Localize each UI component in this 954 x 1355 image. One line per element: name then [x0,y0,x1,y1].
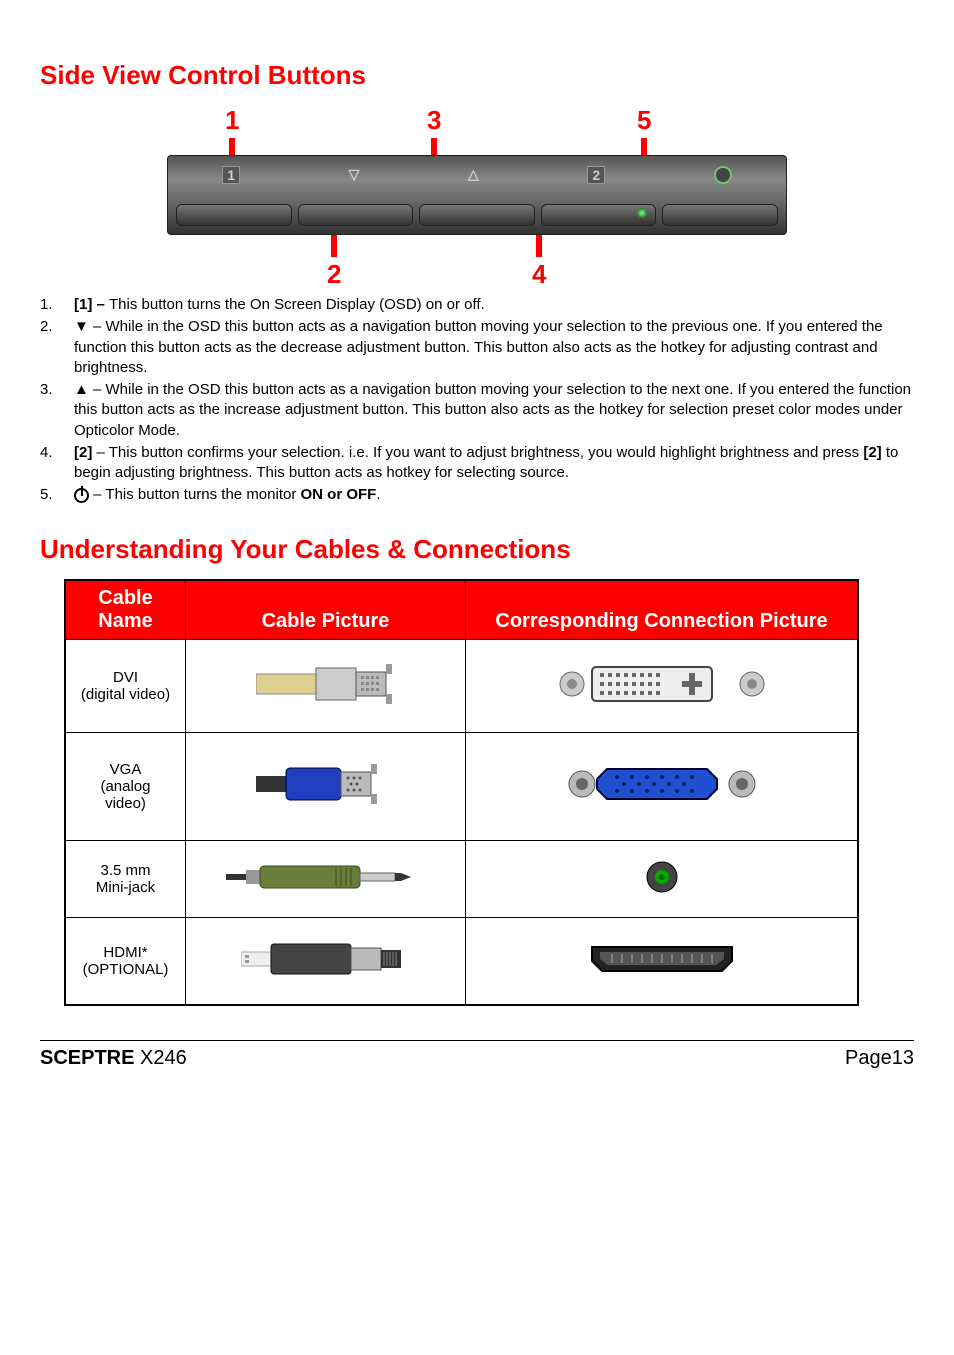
callout-1: 1 [225,105,239,160]
cell-pic-dvi-port [466,639,858,732]
list-bold: [2] [74,444,92,461]
panel-btn-up-label: △ [468,166,479,184]
minijack-cable-icon [226,860,426,894]
footer-brand: SCEPTRE [40,1047,134,1069]
power-icon [74,488,89,503]
list-item: 4. [2] – This button confirms your selec… [40,443,914,484]
vga-cable-icon [256,756,396,812]
cell-pic-vga-cable [186,732,466,840]
list-text: – While in the OSD this button acts as a… [74,381,911,439]
list-item: 5. – This button turns the monitor ON or… [40,485,914,505]
table-row: HDMI* (OPTIONAL) [66,917,858,1004]
minijack-port-icon [642,857,682,897]
panel-button [662,204,778,226]
th-connection-picture: Corresponding Connection Picture [466,580,858,639]
cell-pic-hdmi-cable [186,917,466,1004]
dvi-port-icon [552,661,772,707]
callout-4-num: 4 [532,259,546,289]
list-bold: ▲ [74,381,93,398]
list-bold: ON or OFF [301,486,377,503]
cable-table: Cable Name Cable Picture Corresponding C… [64,579,859,1006]
cell-name-hdmi: HDMI* (OPTIONAL) [66,917,186,1004]
footer-model: X246 [134,1047,186,1069]
list-num: 3. [40,380,74,441]
panel-button [176,204,292,226]
list-num: 2. [40,317,74,378]
list-num: 4. [40,443,74,484]
table-row: DVI (digital video) [66,639,858,732]
section-1-heading: Side View Control Buttons [40,60,914,91]
list-text: – This button confirms your selection. i… [92,444,863,461]
cell-pic-dvi-cable [186,639,466,732]
control-panel-diagram: 1 3 5 1 ▽ △ 2 2 4 [167,105,787,285]
cell-name-jack: 3.5 mm Mini-jack [66,840,186,917]
footer-page: Page13 [845,1047,914,1070]
panel-btn-down-label: ▽ [349,166,360,184]
th-cable-name: Cable Name [66,580,186,639]
callout-5: 5 [637,105,651,160]
list-num: 5. [40,485,74,505]
cell-pic-hdmi-port [466,917,858,1004]
list-text: – While in the OSD this button acts as a… [74,318,883,376]
callout-2: 2 [327,235,341,290]
callout-4: 4 [532,235,546,290]
cell-name-vga: VGA (analog video) [66,732,186,840]
hdmi-cable-icon [241,934,411,984]
cell-pic-jack-cable [186,840,466,917]
hdmi-port-icon [582,939,742,979]
panel-btn-1-label: 1 [222,166,240,184]
list-item: 3. ▲ – While in the OSD this button acts… [40,380,914,441]
page-footer: SCEPTRE X246 Page13 [40,1040,914,1070]
cell-pic-jack-port [466,840,858,917]
list-bold: [1] – [74,296,109,313]
list-text: This button turns the On Screen Display … [109,296,485,313]
list-item: 1. [1] – This button turns the On Screen… [40,295,914,315]
callout-3-num: 3 [427,105,441,135]
panel-btn-power-label [714,166,732,184]
list-bold: ▼ [74,318,93,335]
th-cable-picture: Cable Picture [186,580,466,639]
panel-button [419,204,535,226]
panel-btn-2-label: 2 [587,166,605,184]
table-row: VGA (analog video) [66,732,858,840]
vga-port-icon [562,761,762,807]
panel-button [298,204,414,226]
callout-5-num: 5 [637,105,651,135]
table-row: 3.5 mm Mini-jack [66,840,858,917]
button-description-list: 1. [1] – This button turns the On Screen… [40,295,914,506]
callout-1-num: 1 [225,105,239,135]
callout-2-num: 2 [327,259,341,289]
list-text: . [376,486,380,503]
cell-name-dvi: DVI (digital video) [66,639,186,732]
list-bold: [2] [863,444,881,461]
panel-button [541,204,657,226]
callout-3: 3 [427,105,441,160]
cell-pic-vga-port [466,732,858,840]
control-panel: 1 ▽ △ 2 [167,155,787,235]
list-item: 2. ▼ – While in the OSD this button acts… [40,317,914,378]
list-num: 1. [40,295,74,315]
dvi-cable-icon [256,656,396,712]
section-2-heading: Understanding Your Cables & Connections [40,534,914,565]
footer-left: SCEPTRE X246 [40,1047,187,1070]
list-text: – This button turns the monitor [89,486,301,503]
